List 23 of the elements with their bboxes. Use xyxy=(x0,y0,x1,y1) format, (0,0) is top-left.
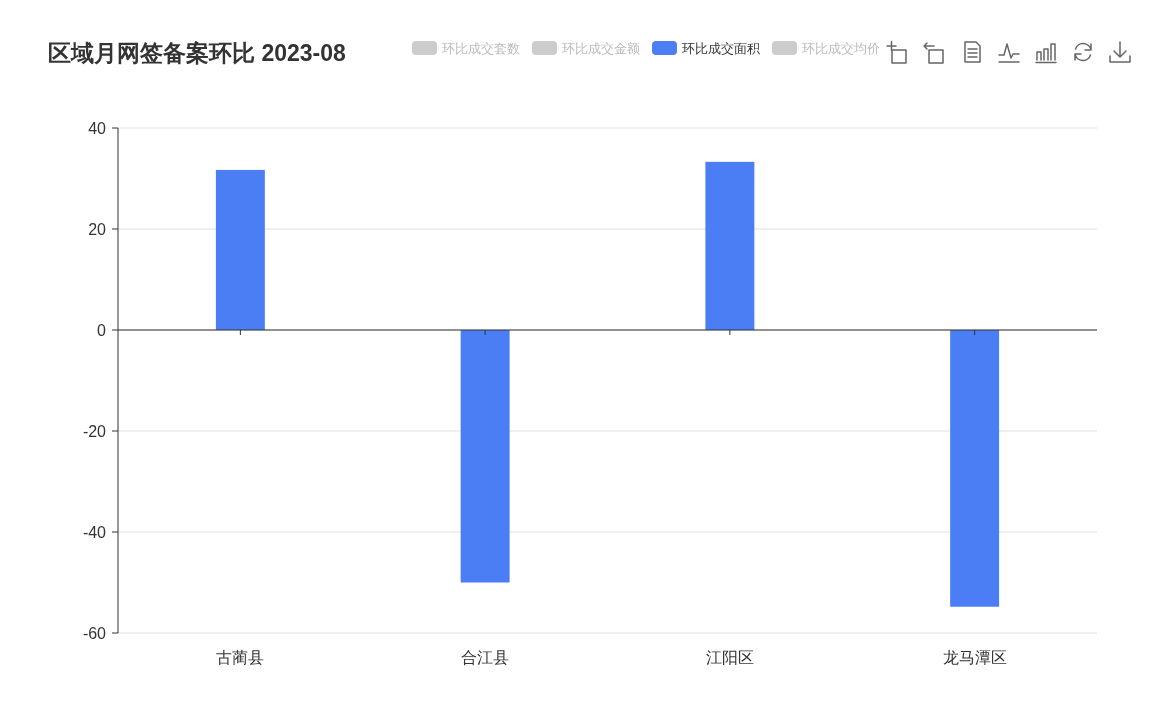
legend-item: 环比成交套数 xyxy=(412,41,520,56)
bar xyxy=(215,169,265,330)
y-tick-label: -60 xyxy=(82,625,107,642)
x-tick-label: 古蔺县 xyxy=(216,649,265,666)
y-tick-label: -40 xyxy=(82,524,107,541)
x-tick-label: 龙马潭区 xyxy=(942,649,1007,666)
y-tick-label: -20 xyxy=(82,423,107,440)
legend-item: 环比成交面积 xyxy=(652,41,760,56)
title: 区域月网签备案环比 2023-08 xyxy=(48,40,346,66)
legend-label: 环比成交均价 xyxy=(802,41,880,56)
legend-label: 环比成交面积 xyxy=(682,41,760,56)
legend-item: 环比成交均价 xyxy=(772,41,880,56)
bar xyxy=(705,161,755,330)
legend-label: 环比成交金额 xyxy=(562,41,640,56)
bar xyxy=(460,330,510,583)
y-tick-label: 0 xyxy=(97,322,107,339)
y-tick-label: 40 xyxy=(88,120,107,137)
legend-label: 环比成交套数 xyxy=(442,41,520,56)
legend-item: 环比成交金额 xyxy=(532,41,640,56)
bar xyxy=(950,330,1000,607)
y-tick-label: 20 xyxy=(88,221,107,238)
x-tick-label: 江阳区 xyxy=(705,649,754,666)
x-tick-label: 合江县 xyxy=(461,649,510,666)
